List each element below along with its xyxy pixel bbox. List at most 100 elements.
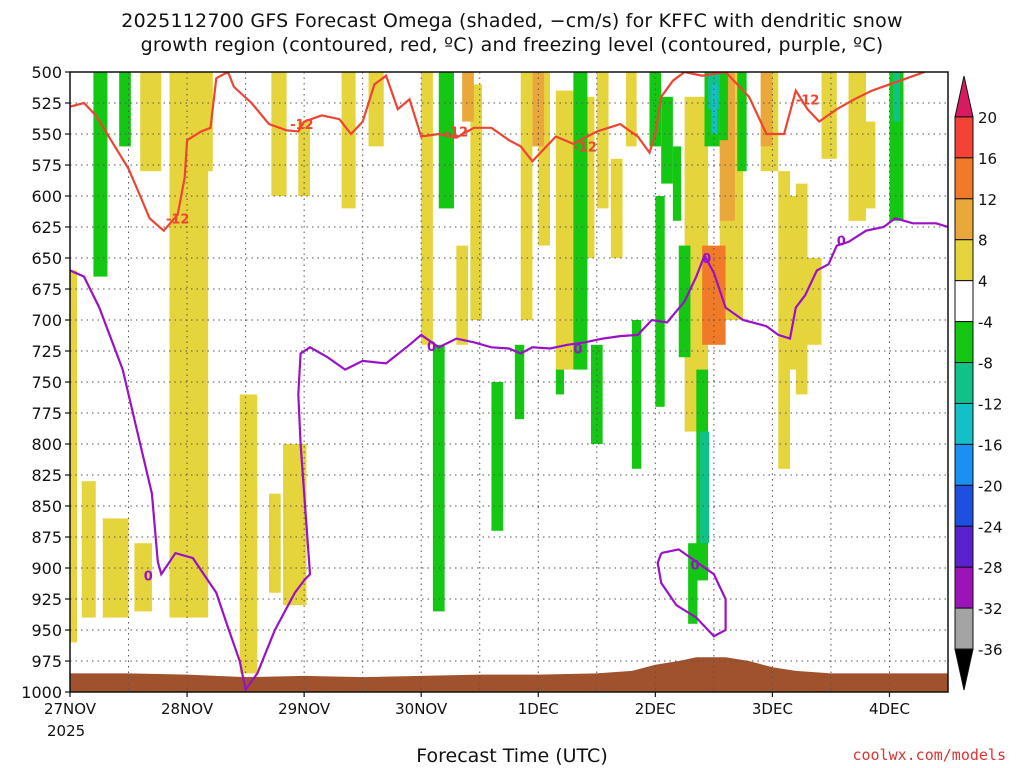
y-tick-label-1: 525 xyxy=(31,94,62,113)
colorbar-swatch-11 xyxy=(954,525,974,568)
colorbar-label-2: 12 xyxy=(978,191,997,209)
omega-shade-3 xyxy=(134,543,152,612)
colorbar-label-3: 8 xyxy=(978,232,988,250)
y-tick-label-9: 725 xyxy=(31,342,62,361)
plot-area xyxy=(70,72,948,692)
omega-shade-5 xyxy=(119,72,131,147)
y-tick-label-8: 700 xyxy=(31,311,62,330)
dgz-contour-line xyxy=(70,72,925,233)
colorbar-swatch-12 xyxy=(954,566,974,609)
colorbar-label-4: 4 xyxy=(978,273,988,291)
y-tick-label-6: 650 xyxy=(31,249,62,268)
colorbar-label-10: -24 xyxy=(978,518,1003,536)
omega-shade-29 xyxy=(778,171,790,469)
y-tick-label-4: 600 xyxy=(31,187,62,206)
freezing-contour-label-4: 0 xyxy=(837,235,846,250)
omega-shade-59 xyxy=(711,84,718,134)
freezing-level-line xyxy=(70,217,948,692)
colorbar-swatch-7 xyxy=(954,362,974,404)
colorbar-label-12: -32 xyxy=(978,600,1003,618)
omega-shade-54 xyxy=(688,543,698,624)
omega-shade-39 xyxy=(532,72,545,147)
x-tick-label-2: 29NOV xyxy=(278,700,331,718)
omega-shade-4 xyxy=(93,72,108,277)
freezing-contour-label-5: 0 xyxy=(690,558,699,573)
omega-shade-32 xyxy=(807,258,822,345)
x-tick-label-6: 3DEC xyxy=(752,700,793,718)
dgz-contour-label-4: -12 xyxy=(796,93,820,108)
y-tick-label-19: 975 xyxy=(31,652,62,671)
source-credit: coolwx.com/models xyxy=(852,746,1006,764)
omega-shade-25 xyxy=(626,72,637,147)
colorbar-label-8: -16 xyxy=(978,436,1003,454)
y-tick-label-18: 950 xyxy=(31,621,62,640)
omega-shade-51 xyxy=(661,96,673,184)
x-tick-label-0: 27NOV xyxy=(44,700,97,718)
omega-shade-20 xyxy=(538,72,550,246)
colorbar-label-11: -28 xyxy=(978,559,1003,577)
omega-shade-0 xyxy=(70,270,78,643)
colorbar-swatch-9 xyxy=(954,443,974,486)
omega-shade-11 xyxy=(283,444,307,606)
dgz-contour-label-3: -12 xyxy=(573,140,597,155)
colorbar-swatch-8 xyxy=(954,402,974,445)
omega-shade-1 xyxy=(81,481,96,618)
y-tick-label-14: 850 xyxy=(31,497,62,516)
y-tick-label-11: 775 xyxy=(31,404,62,423)
y-tick-label-5: 625 xyxy=(31,218,62,237)
colorbar-label-0: 20 xyxy=(978,109,997,127)
colorbar-swatch-2 xyxy=(954,157,974,200)
chart-title-line-1: 2025112700 GFS Forecast Omega (shaded, −… xyxy=(121,10,903,32)
colorbar-label-5: -4 xyxy=(978,314,993,332)
x-tick-label-4: 1DEC xyxy=(518,700,559,718)
x-tick-label-1: 28NOV xyxy=(161,700,214,718)
x-tick-label-3: 30NOV xyxy=(395,700,448,718)
omega-shade-56 xyxy=(699,431,710,544)
x-axis-year: 2025 xyxy=(47,722,86,740)
y-tick-label-0: 500 xyxy=(31,63,62,82)
colorbar-swatch-14 xyxy=(954,648,974,691)
freezing-contour-label-2: 0 xyxy=(573,343,582,358)
colorbar-swatch-6 xyxy=(954,321,974,364)
x-tick-label-5: 2DEC xyxy=(635,700,676,718)
colorbar-label-9: -20 xyxy=(978,477,1003,495)
surface-terrain xyxy=(70,657,948,692)
omega-shade-16 xyxy=(421,72,433,345)
y-tick-label-16: 900 xyxy=(31,559,62,578)
omega-shade-9 xyxy=(239,394,258,674)
omega-shade-23 xyxy=(596,72,609,209)
colorbar-swatch-3 xyxy=(954,198,974,241)
y-tick-label-20: 1000 xyxy=(21,683,62,702)
x-axis-label: Forecast Time (UTC) xyxy=(416,745,608,767)
omega-shade-24 xyxy=(610,158,623,258)
omega-shade-13 xyxy=(298,121,310,196)
dgz-contour-label-2: -12 xyxy=(445,126,469,141)
y-tick-label-15: 875 xyxy=(31,528,62,547)
dgz-contour-label-1: -12 xyxy=(290,118,314,133)
colorbar-label-7: -12 xyxy=(978,395,1003,413)
omega-shade-50 xyxy=(655,196,665,407)
colorbar-swatch-5 xyxy=(954,280,974,323)
colorbar-swatch-1 xyxy=(954,116,974,159)
colorbar-label-13: -36 xyxy=(978,641,1003,659)
omega-shade-10 xyxy=(269,493,281,593)
colorbar-swatch-10 xyxy=(954,484,974,527)
freezing-level-closed xyxy=(656,548,727,638)
y-tick-label-10: 750 xyxy=(31,373,62,392)
omega-shade-52 xyxy=(672,146,682,221)
omega-shade-60 xyxy=(719,72,728,141)
omega-shade-14 xyxy=(341,72,356,209)
y-tick-label-12: 800 xyxy=(31,435,62,454)
y-tick-label-13: 825 xyxy=(31,466,62,485)
omega-shade-17 xyxy=(456,245,469,345)
colorbar-swatch-13 xyxy=(954,607,974,650)
omega-shade-12 xyxy=(271,72,287,196)
omega-shade-47 xyxy=(590,344,603,444)
dgz-contour-label-0: -12 xyxy=(166,212,190,227)
colorbar-label-1: 16 xyxy=(978,150,997,168)
omega-shade-2 xyxy=(102,518,129,618)
omega-shade-42 xyxy=(432,344,445,612)
freezing-contour-label-0: 0 xyxy=(144,569,153,584)
y-tick-label-3: 575 xyxy=(31,156,62,175)
